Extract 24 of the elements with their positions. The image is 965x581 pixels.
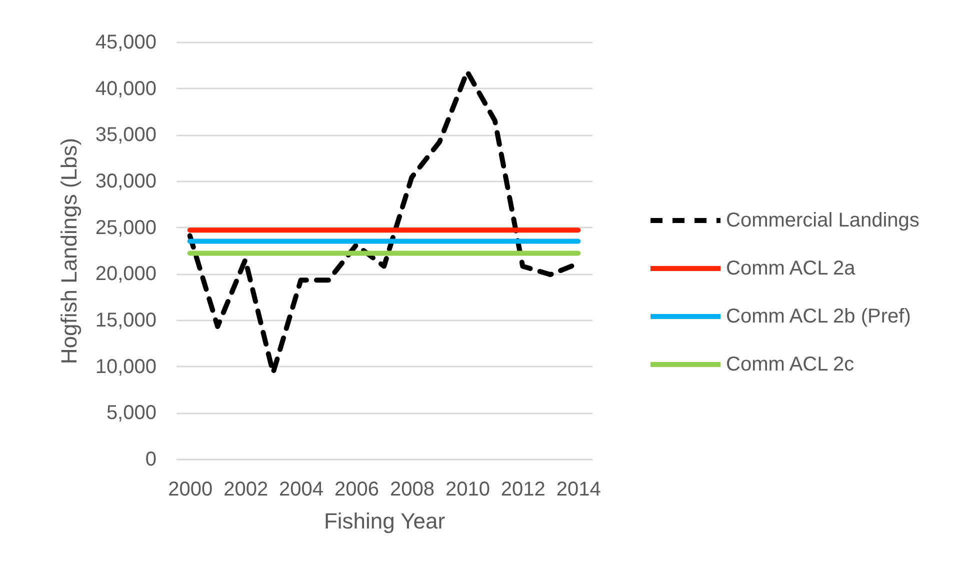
legend-label: Comm ACL 2c (726, 353, 854, 376)
x-tick-label: 2000 (168, 478, 213, 500)
y-tick-label: 40,000 (95, 78, 156, 100)
y-tick-label: 10,000 (95, 356, 156, 378)
y-tick-label: 25,000 (95, 216, 156, 239)
x-tick-label: 2004 (279, 478, 324, 500)
legend-label: Commercial Landings (726, 209, 920, 232)
y-tick-label: 30,000 (95, 170, 156, 192)
x-axis-title: Fishing Year (324, 508, 446, 534)
y-tick-label: 45,000 (95, 32, 156, 54)
legend-label: Comm ACL 2a (726, 257, 856, 280)
y-tick-label: 35,000 (95, 124, 156, 146)
y-tick-label: 15,000 (95, 310, 156, 332)
x-tick-label: 2012 (500, 478, 546, 500)
y-axis-title: Hogfish Landings (Lbs) (56, 138, 82, 364)
x-tick-label: 2002 (224, 478, 268, 500)
y-tick-label: 5,000 (106, 402, 156, 424)
legend-label: Comm ACL 2b (Pref) (726, 305, 911, 328)
x-tick-label: 2010 (445, 478, 490, 500)
x-tick-label: 2014 (556, 478, 601, 500)
y-tick-label: 20,000 (95, 263, 156, 286)
x-tick-label: 2006 (334, 478, 380, 500)
y-tick-label: 0 (145, 448, 156, 470)
x-tick-label: 2008 (390, 478, 434, 500)
